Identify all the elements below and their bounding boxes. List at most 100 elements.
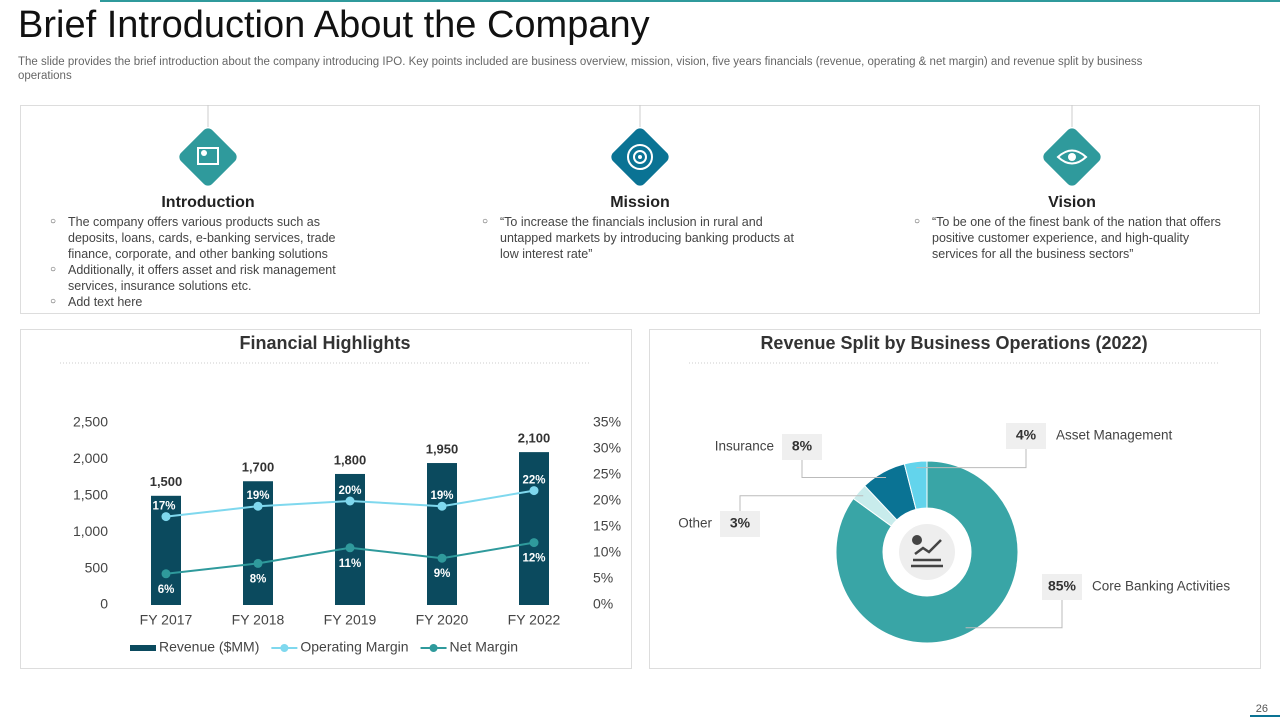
y-tick-label: 500 — [85, 559, 109, 575]
value-label: 19% — [430, 490, 453, 502]
leader-line — [801, 460, 887, 479]
y2-tick-label: 20% — [593, 492, 621, 508]
chart-title: Revenue Split by Business Operations (20… — [760, 333, 1147, 353]
bullet-list: The company offers various products such… — [40, 214, 370, 310]
chart-title: Financial Highlights — [239, 333, 410, 353]
section-title: Mission — [610, 194, 670, 211]
value-label: 22% — [522, 475, 545, 487]
marker — [161, 569, 171, 579]
y2-tick-label: 0% — [593, 596, 613, 612]
x-tick-label: FY 2017 — [140, 612, 193, 628]
y2-tick-label: 10% — [593, 544, 621, 560]
category-label: Insurance — [715, 439, 774, 454]
section: Introduction The company offers various p… — [40, 194, 370, 310]
chart-box — [20, 329, 632, 669]
title: Brief Introduction About the Company — [18, 4, 650, 46]
leader-line — [965, 600, 1063, 629]
label-box — [1042, 574, 1082, 600]
y2-tick-label: 5% — [593, 570, 613, 586]
center-icon — [912, 535, 922, 545]
bar — [519, 452, 549, 605]
icons — [179, 105, 1101, 186]
bar — [427, 463, 457, 605]
y-tick-label: 1,500 — [73, 487, 108, 503]
legend-item: Revenue ($MM) — [130, 639, 259, 655]
marker — [345, 543, 355, 553]
marker — [529, 486, 539, 496]
marker — [345, 496, 355, 506]
x-tick-label: FY 2019 — [324, 612, 377, 628]
section: Vision “To be one of the finest bank of t… — [904, 194, 1234, 262]
center-icon — [911, 539, 943, 568]
chart-box — [649, 329, 1261, 669]
y2-tick-label: 35% — [593, 414, 621, 430]
y-tick-label: 2,000 — [73, 450, 108, 466]
value-label: 85% — [1048, 578, 1077, 594]
bullet: “To increase the financials inclusion in… — [482, 214, 802, 262]
section-title: Vision — [1048, 194, 1096, 211]
marker — [437, 553, 447, 563]
marker — [253, 558, 263, 568]
value-label: 1,950 — [426, 441, 459, 456]
value-label: 19% — [246, 490, 269, 502]
bullet-list: “To increase the financials inclusion in… — [472, 214, 802, 262]
value-label: 2,100 — [518, 431, 551, 446]
category-label: Asset Management — [1056, 428, 1173, 443]
category-label: Core Banking Activities — [1092, 579, 1230, 594]
legend-swatch — [130, 645, 156, 651]
value-label: 6% — [158, 584, 175, 596]
value-label: 17% — [152, 501, 175, 513]
legend-label: Operating Margin — [300, 639, 408, 655]
x-tick-label: FY 2022 — [508, 612, 561, 628]
donut-slice — [903, 460, 928, 510]
marker — [161, 512, 171, 522]
label-box — [1006, 423, 1046, 449]
legend-label: Net Margin — [450, 639, 518, 655]
y2-tick-label: 15% — [593, 518, 621, 534]
y-tick-label: 1,000 — [73, 523, 108, 539]
x-tick-label: FY 2018 — [232, 612, 285, 628]
legend-item: Net Margin — [420, 639, 518, 655]
x-tick-label: FY 2020 — [416, 612, 469, 628]
value-label: 1,700 — [242, 460, 275, 475]
legend-swatch — [429, 644, 438, 652]
value-label: 3% — [730, 515, 751, 531]
y-tick-label: 2,500 — [73, 414, 108, 430]
bullet: “To be one of the finest bank of the nat… — [914, 214, 1234, 262]
y2-tick-label: 30% — [593, 440, 621, 456]
label-box — [720, 511, 760, 537]
value-label: 12% — [522, 553, 545, 565]
section-title: Introduction — [161, 194, 255, 211]
legend-item: Operating Margin — [271, 639, 409, 655]
donut-slice — [835, 460, 1019, 644]
category-label: Other — [678, 516, 712, 531]
bullet: Add text here — [50, 294, 370, 310]
bullet: Additionally, it offers asset and risk m… — [50, 262, 370, 294]
value-label: 1,500 — [150, 474, 183, 489]
legend-swatch — [280, 644, 289, 652]
value-label: 1,800 — [334, 452, 367, 467]
marker — [253, 501, 263, 511]
label-box — [782, 434, 822, 460]
value-label: 20% — [338, 485, 361, 497]
y-tick-label: 0 — [100, 596, 108, 612]
legend-label: Revenue ($MM) — [159, 639, 259, 655]
bullet: The company offers various products such… — [50, 214, 370, 262]
y2-tick-label: 25% — [593, 466, 621, 482]
page-number: 26 — [1256, 703, 1268, 715]
section: Mission “To increase the financials inclu… — [472, 194, 802, 262]
value-label: 4% — [1016, 427, 1037, 443]
subtitle: The slide provides the brief introductio… — [18, 56, 1143, 82]
value-label: 8% — [792, 438, 813, 454]
leader-line — [739, 495, 864, 511]
bullet-list: “To be one of the finest bank of the nat… — [904, 214, 1234, 262]
marker — [529, 538, 539, 548]
marker — [437, 501, 447, 511]
leader-line — [916, 449, 1027, 469]
value-label: 11% — [339, 558, 361, 570]
bar — [335, 473, 365, 605]
value-label: 9% — [434, 568, 451, 580]
value-label: 8% — [250, 573, 267, 585]
